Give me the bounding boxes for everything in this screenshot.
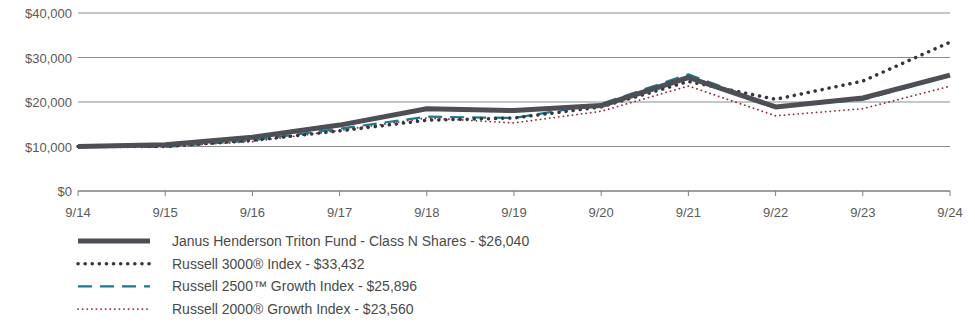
x-tick-label: 9/16: [240, 205, 265, 220]
x-tick-label: 9/14: [65, 205, 90, 220]
x-tick: [78, 191, 79, 196]
x-tick: [950, 191, 951, 196]
legend-swatch: [78, 239, 150, 244]
legend-label: Russell 2500™ Growth Index - $25,896: [172, 278, 417, 294]
legend-label: Russell 2000® Growth Index - $23,560: [172, 301, 414, 317]
y-tick-label: $20,000: [25, 95, 72, 110]
x-tick: [165, 191, 166, 196]
grid-line: [78, 57, 950, 58]
x-tick-label: 9/21: [676, 205, 701, 220]
grid-line: [78, 13, 950, 14]
legend-swatch: [78, 262, 150, 266]
x-tick: [252, 191, 253, 196]
series-line: [78, 74, 950, 146]
y-tick-label: $40,000: [25, 6, 72, 21]
legend-label: Russell 3000® Index - $33,432: [172, 256, 365, 272]
series-line: [78, 75, 950, 146]
x-tick: [514, 191, 515, 196]
x-tick: [339, 191, 340, 196]
x-tick-label: 9/24: [937, 205, 962, 220]
series-line: [78, 86, 950, 147]
series-line: [78, 42, 950, 146]
x-tick: [775, 191, 776, 196]
x-tick-label: 9/18: [414, 205, 439, 220]
y-tick-label: $0: [58, 184, 72, 199]
y-tick-label: $10,000: [25, 140, 72, 155]
chart: $0 $10,000 $20,000 $30,000 $40,000 9/14 9/15 9/…: [0, 0, 975, 327]
plot-area: [78, 42, 950, 147]
x-tick-label: 9/17: [327, 205, 352, 220]
legend-swatch: [78, 308, 150, 310]
x-tick-label: 9/22: [763, 205, 788, 220]
x-tick: [601, 191, 602, 196]
y-tick-label: $30,000: [25, 51, 72, 66]
x-tick-label: 9/23: [850, 205, 875, 220]
legend-swatch: [78, 285, 150, 287]
grid-line: [78, 146, 950, 147]
x-tick: [426, 191, 427, 196]
x-tick: [862, 191, 863, 196]
x-tick-label: 9/15: [153, 205, 178, 220]
x-tick: [688, 191, 689, 196]
x-tick-label: 9/20: [589, 205, 614, 220]
legend-label: Janus Henderson Triton Fund - Class N Sh…: [172, 233, 529, 249]
x-tick-label: 9/19: [501, 205, 526, 220]
